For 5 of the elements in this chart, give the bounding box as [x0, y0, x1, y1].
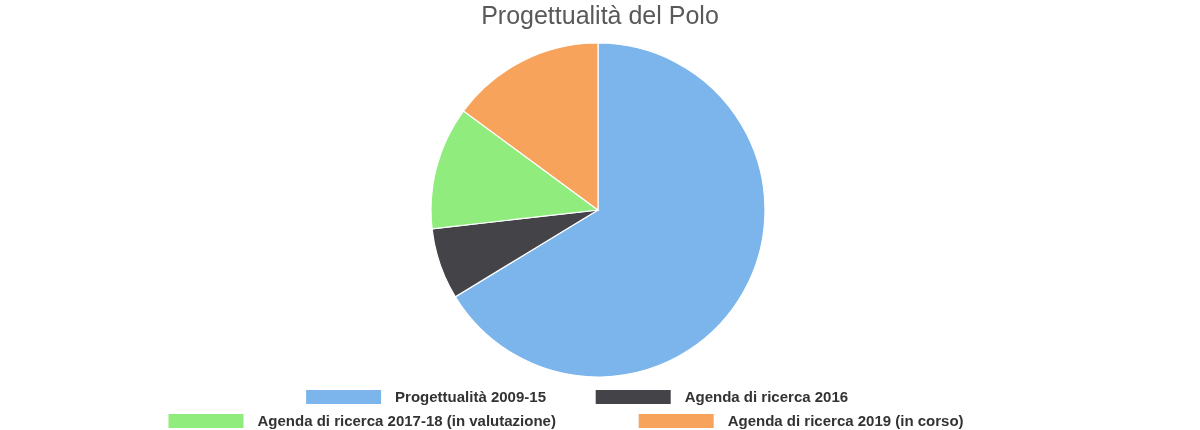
chart-title: Progettualità del Polo	[481, 1, 719, 29]
legend-label: Progettualità 2009-15	[395, 388, 547, 405]
legend-label: Agenda di ricerca 2019 (in corso)	[727, 412, 964, 429]
legend-label: Agenda di ricerca 2017-18 (in valutazione)	[257, 412, 556, 429]
legend-label: Agenda di ricerca 2016	[684, 388, 849, 405]
